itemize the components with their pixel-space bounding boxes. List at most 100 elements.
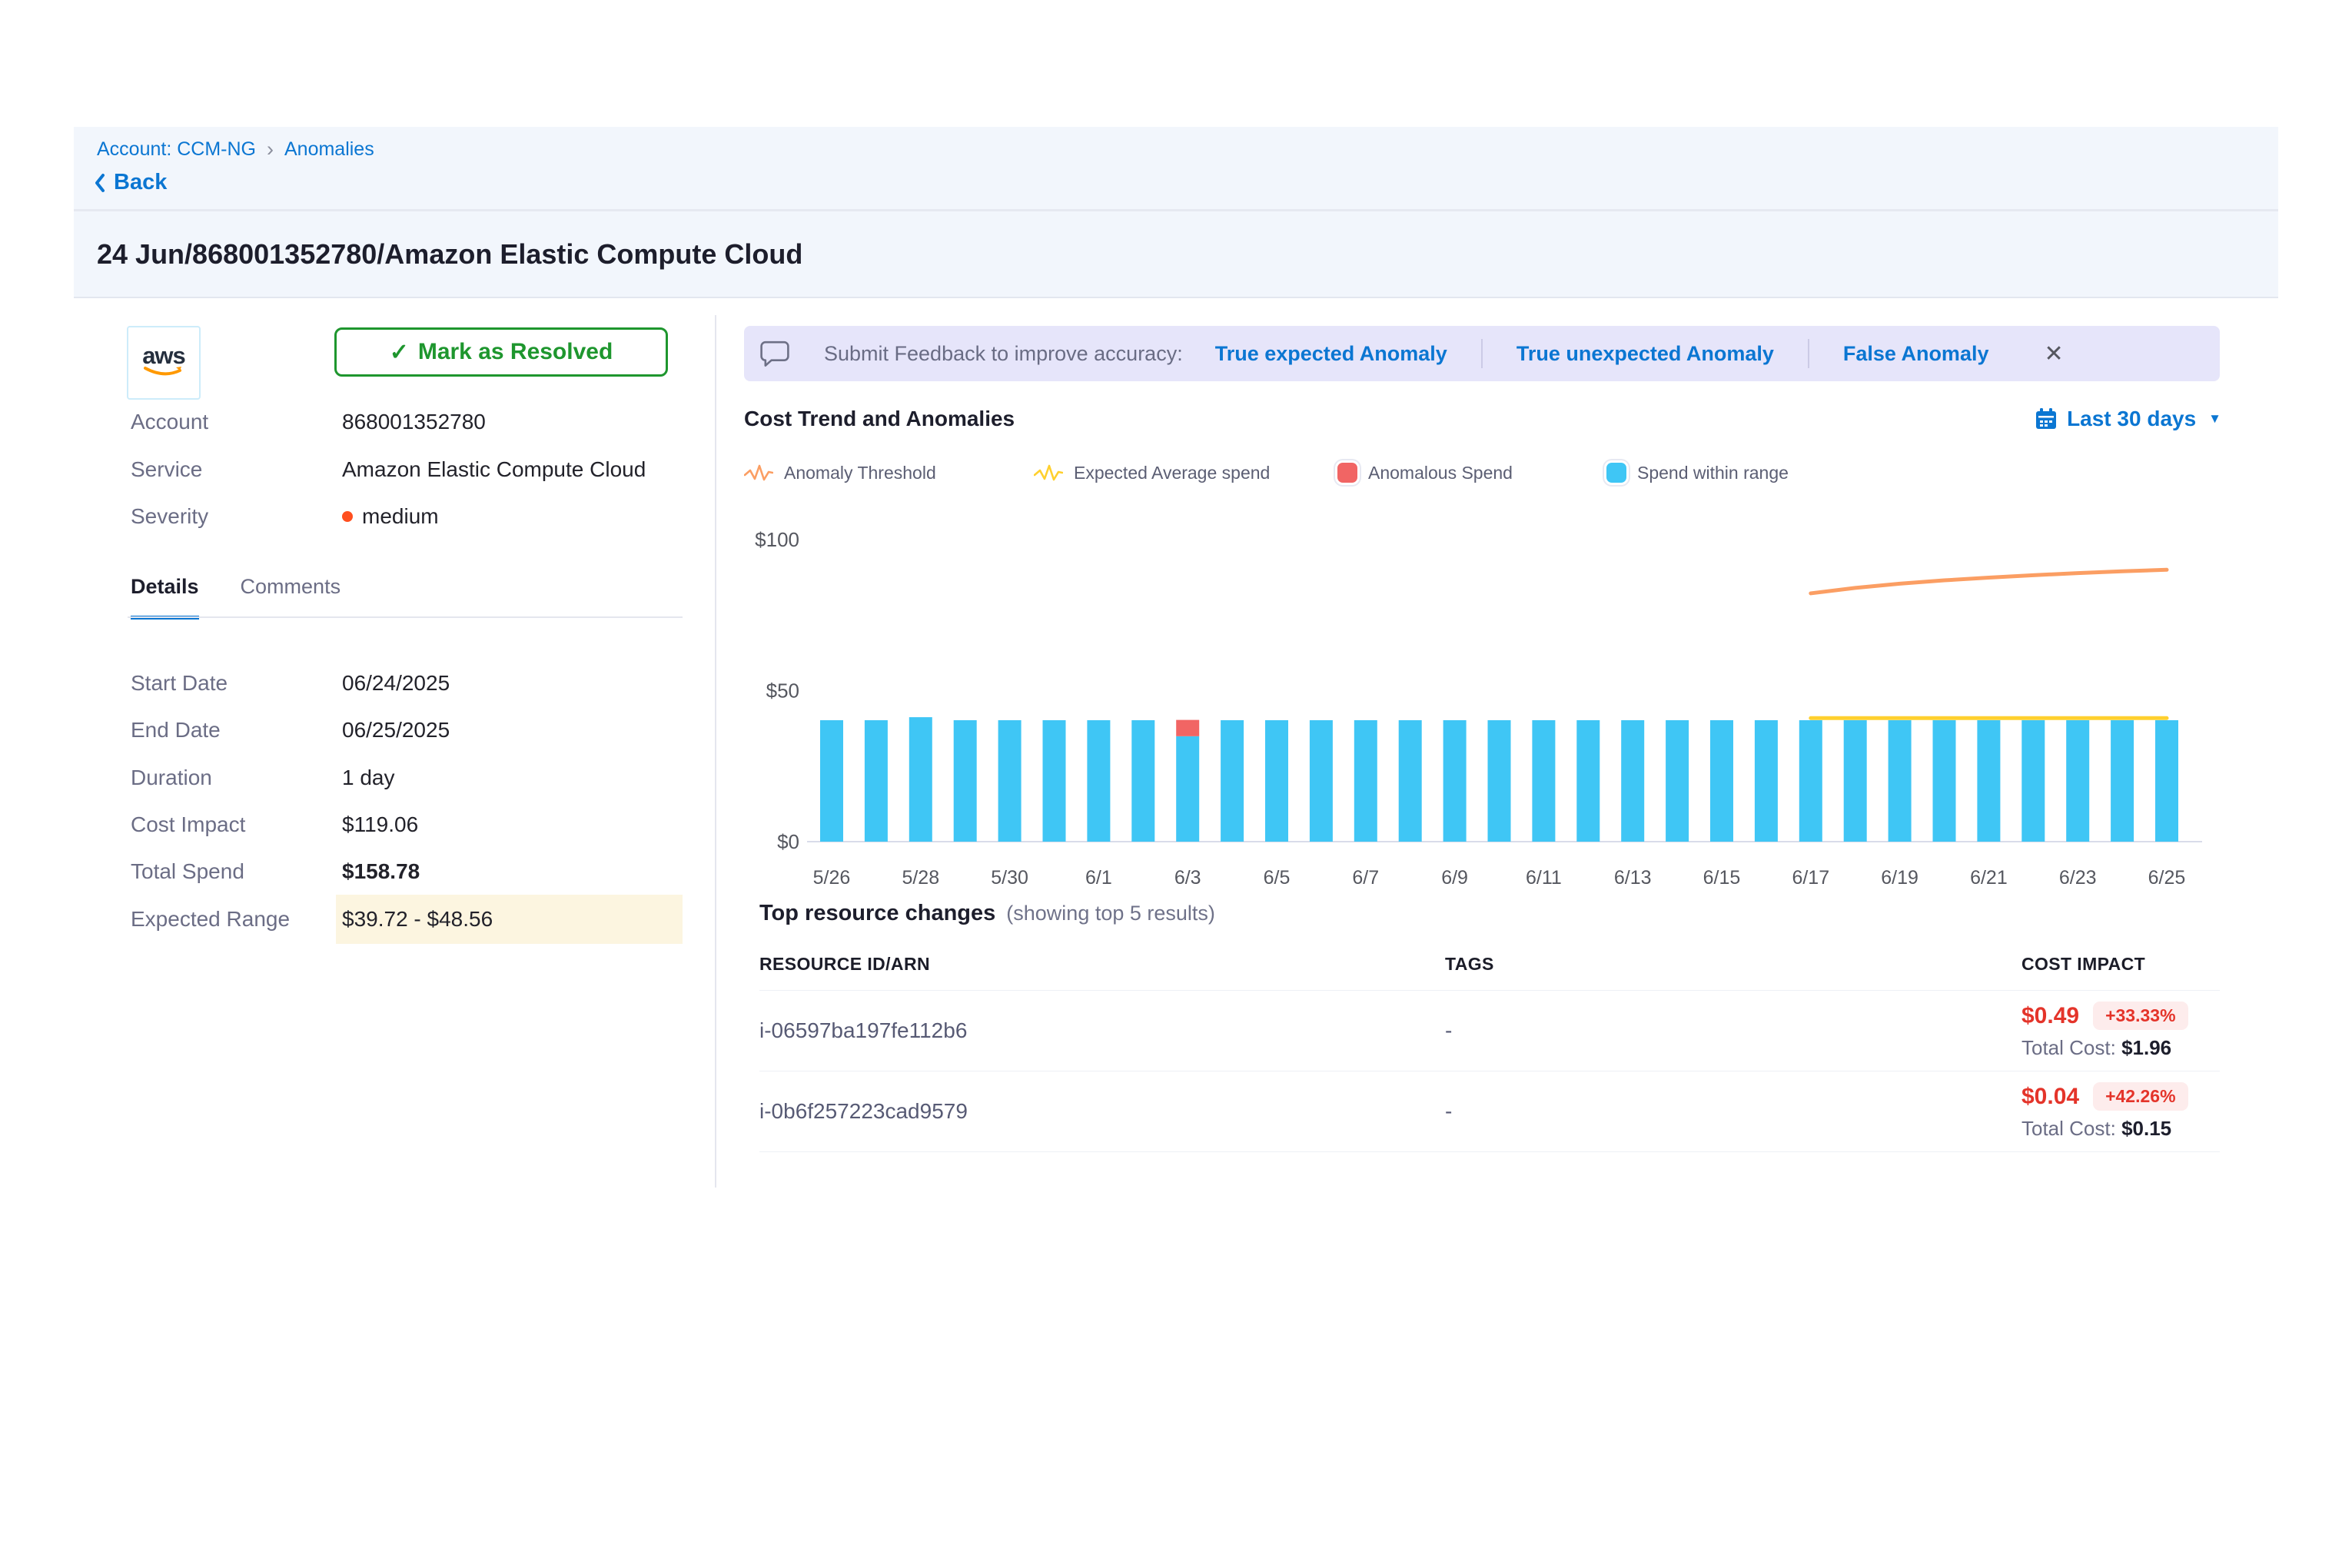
feedback-divider — [1481, 339, 1483, 368]
aws-smile-icon — [141, 366, 187, 380]
table-title: Top resource changes — [759, 901, 995, 926]
account-row: Account 868001352780 — [131, 405, 699, 439]
feedback-prompt: Submit Feedback to improve accuracy: — [824, 342, 1183, 366]
chart-header: Cost Trend and Anomalies Last 30 days ▼ — [744, 401, 2221, 437]
banner-close-icon[interactable]: ✕ — [2044, 341, 2063, 367]
table-header-row: RESOURCE ID/ARN TAGS COST IMPACT — [759, 946, 2220, 991]
total-spend-value: $158.78 — [342, 859, 420, 884]
tags-value: - — [1445, 1099, 2021, 1124]
aws-provider-logo: aws — [127, 326, 201, 400]
cost-impact-amount: $0.49 — [2021, 1003, 2079, 1029]
total-spend-row: Total Spend $158.78 — [131, 855, 699, 889]
feedback-true-expected[interactable]: True expected Anomaly — [1215, 342, 1447, 366]
svg-text:$0: $0 — [777, 830, 799, 853]
svg-text:6/19: 6/19 — [1881, 867, 1918, 889]
feedback-true-unexpected[interactable]: True unexpected Anomaly — [1517, 342, 1774, 366]
breadcrumb-account-link[interactable]: Account: CCM-NG — [97, 138, 256, 161]
severity-label: Severity — [131, 504, 342, 529]
breadcrumb: Account: CCM-NG › Anomalies — [97, 138, 374, 161]
svg-text:6/21: 6/21 — [1970, 867, 2008, 889]
table-row[interactable]: i-0b6f257223cad9579 - $0.04 +42.26% Tota… — [759, 1071, 2220, 1152]
cost-impact-amount: $0.04 — [2021, 1084, 2079, 1110]
svg-text:6/7: 6/7 — [1352, 867, 1379, 889]
end-date-row: End Date 06/25/2025 — [131, 713, 699, 747]
svg-text:6/5: 6/5 — [1264, 867, 1291, 889]
svg-text:6/17: 6/17 — [1792, 867, 1829, 889]
col-cost-impact: COST IMPACT — [2021, 954, 2220, 975]
breadcrumb-separator-icon: › — [267, 138, 274, 161]
table-subtitle: (showing top 5 results) — [1006, 902, 1215, 925]
svg-text:6/1: 6/1 — [1085, 867, 1112, 889]
svg-text:6/15: 6/15 — [1703, 867, 1741, 889]
svg-text:5/30: 5/30 — [991, 867, 1028, 889]
svg-text:6/13: 6/13 — [1614, 867, 1652, 889]
feedback-bubble-icon — [759, 339, 790, 368]
aws-logo-text: aws — [142, 346, 185, 366]
panel-divider — [715, 315, 716, 1188]
svg-text:6/23: 6/23 — [2059, 867, 2097, 889]
cost-impact-label: Cost Impact — [131, 812, 342, 837]
back-button[interactable]: Back — [92, 170, 167, 195]
start-date-label: Start Date — [131, 671, 342, 696]
legend-anomaly-threshold: Anomaly Threshold — [744, 460, 936, 486]
header-band: Account: CCM-NG › Anomalies Back — [74, 127, 2278, 211]
total-spend-label: Total Spend — [131, 859, 342, 884]
col-resource-id: RESOURCE ID/ARN — [759, 954, 1445, 975]
feedback-banner: Submit Feedback to improve accuracy: Tru… — [744, 326, 2220, 381]
square-swatch-icon — [1337, 463, 1357, 483]
chevron-down-icon: ▼ — [2208, 411, 2221, 427]
cost-impact-value: $119.06 — [342, 812, 418, 837]
anomaly-detail-panel: aws ✓ Mark as Resolved Account 868001352… — [74, 315, 715, 1199]
severity-value: medium — [342, 504, 439, 529]
top-resource-changes: Top resource changes (showing top 5 resu… — [759, 901, 2220, 1152]
duration-label: Duration — [131, 766, 342, 790]
resolve-button-label: Mark as Resolved — [418, 339, 613, 365]
title-band: 24 Jun/868001352780/Amazon Elastic Compu… — [74, 211, 2278, 298]
detail-tabs: Details Comments — [131, 575, 341, 620]
legend-label: Spend within range — [1637, 463, 1789, 483]
expected-range-row: Expected Range $39.72 - $48.56 — [131, 902, 699, 936]
severity-row: Severity medium — [131, 500, 699, 533]
resource-id-link[interactable]: i-0b6f257223cad9579 — [759, 1099, 1445, 1124]
cost-trend-chart[interactable]: $0$50$1005/265/285/306/16/36/56/76/96/11… — [723, 515, 2229, 899]
resource-id-link[interactable]: i-06597ba197fe112b6 — [759, 1018, 1445, 1043]
check-icon: ✓ — [390, 339, 409, 366]
severity-dot-icon — [342, 511, 353, 522]
tags-value: - — [1445, 1018, 2021, 1043]
mark-as-resolved-button[interactable]: ✓ Mark as Resolved — [334, 327, 668, 377]
svg-text:5/26: 5/26 — [813, 867, 851, 889]
severity-badge: medium — [362, 504, 439, 529]
table-row[interactable]: i-06597ba197fe112b6 - $0.49 +33.33% Tota… — [759, 991, 2220, 1071]
svg-text:6/3: 6/3 — [1174, 867, 1201, 889]
tab-details[interactable]: Details — [131, 575, 199, 620]
expected-range-label: Expected Range — [131, 907, 342, 932]
svg-text:6/25: 6/25 — [2148, 867, 2186, 889]
start-date-row: Start Date 06/24/2025 — [131, 666, 699, 700]
svg-text:6/9: 6/9 — [1441, 867, 1468, 889]
chevron-left-icon — [92, 172, 108, 194]
svg-text:$50: $50 — [766, 679, 799, 703]
back-label: Back — [114, 170, 167, 195]
line-glyph-icon — [1034, 463, 1063, 483]
legend-anomalous-spend: Anomalous Spend — [1337, 460, 1513, 486]
breadcrumb-anomalies-link[interactable]: Anomalies — [284, 138, 374, 161]
calendar-icon — [2035, 407, 2058, 430]
legend-label: Anomaly Threshold — [784, 463, 936, 483]
table-heading: Top resource changes (showing top 5 resu… — [759, 901, 2220, 926]
legend-label: Anomalous Spend — [1368, 463, 1513, 483]
legend-spend-within-range: Spend within range — [1606, 460, 1789, 486]
time-range-selector[interactable]: Last 30 days ▼ — [2035, 407, 2221, 431]
square-swatch-icon — [1606, 463, 1626, 483]
cost-impact-cell: $0.04 +42.26% Total Cost: $0.15 — [2021, 1082, 2220, 1141]
total-cost-label: Total Cost: — [2021, 1117, 2116, 1140]
change-percent-badge: +33.33% — [2093, 1002, 2188, 1030]
svg-text:$100: $100 — [755, 528, 799, 551]
tab-comments[interactable]: Comments — [241, 575, 341, 620]
feedback-false-anomaly[interactable]: False Anomaly — [1843, 342, 1989, 366]
line-glyph-icon — [744, 463, 773, 483]
time-range-label: Last 30 days — [2067, 407, 2196, 431]
service-row: Service Amazon Elastic Compute Cloud — [131, 453, 699, 487]
duration-value: 1 day — [342, 766, 395, 790]
end-date-value: 06/25/2025 — [342, 718, 450, 742]
feedback-divider — [1808, 339, 1809, 368]
